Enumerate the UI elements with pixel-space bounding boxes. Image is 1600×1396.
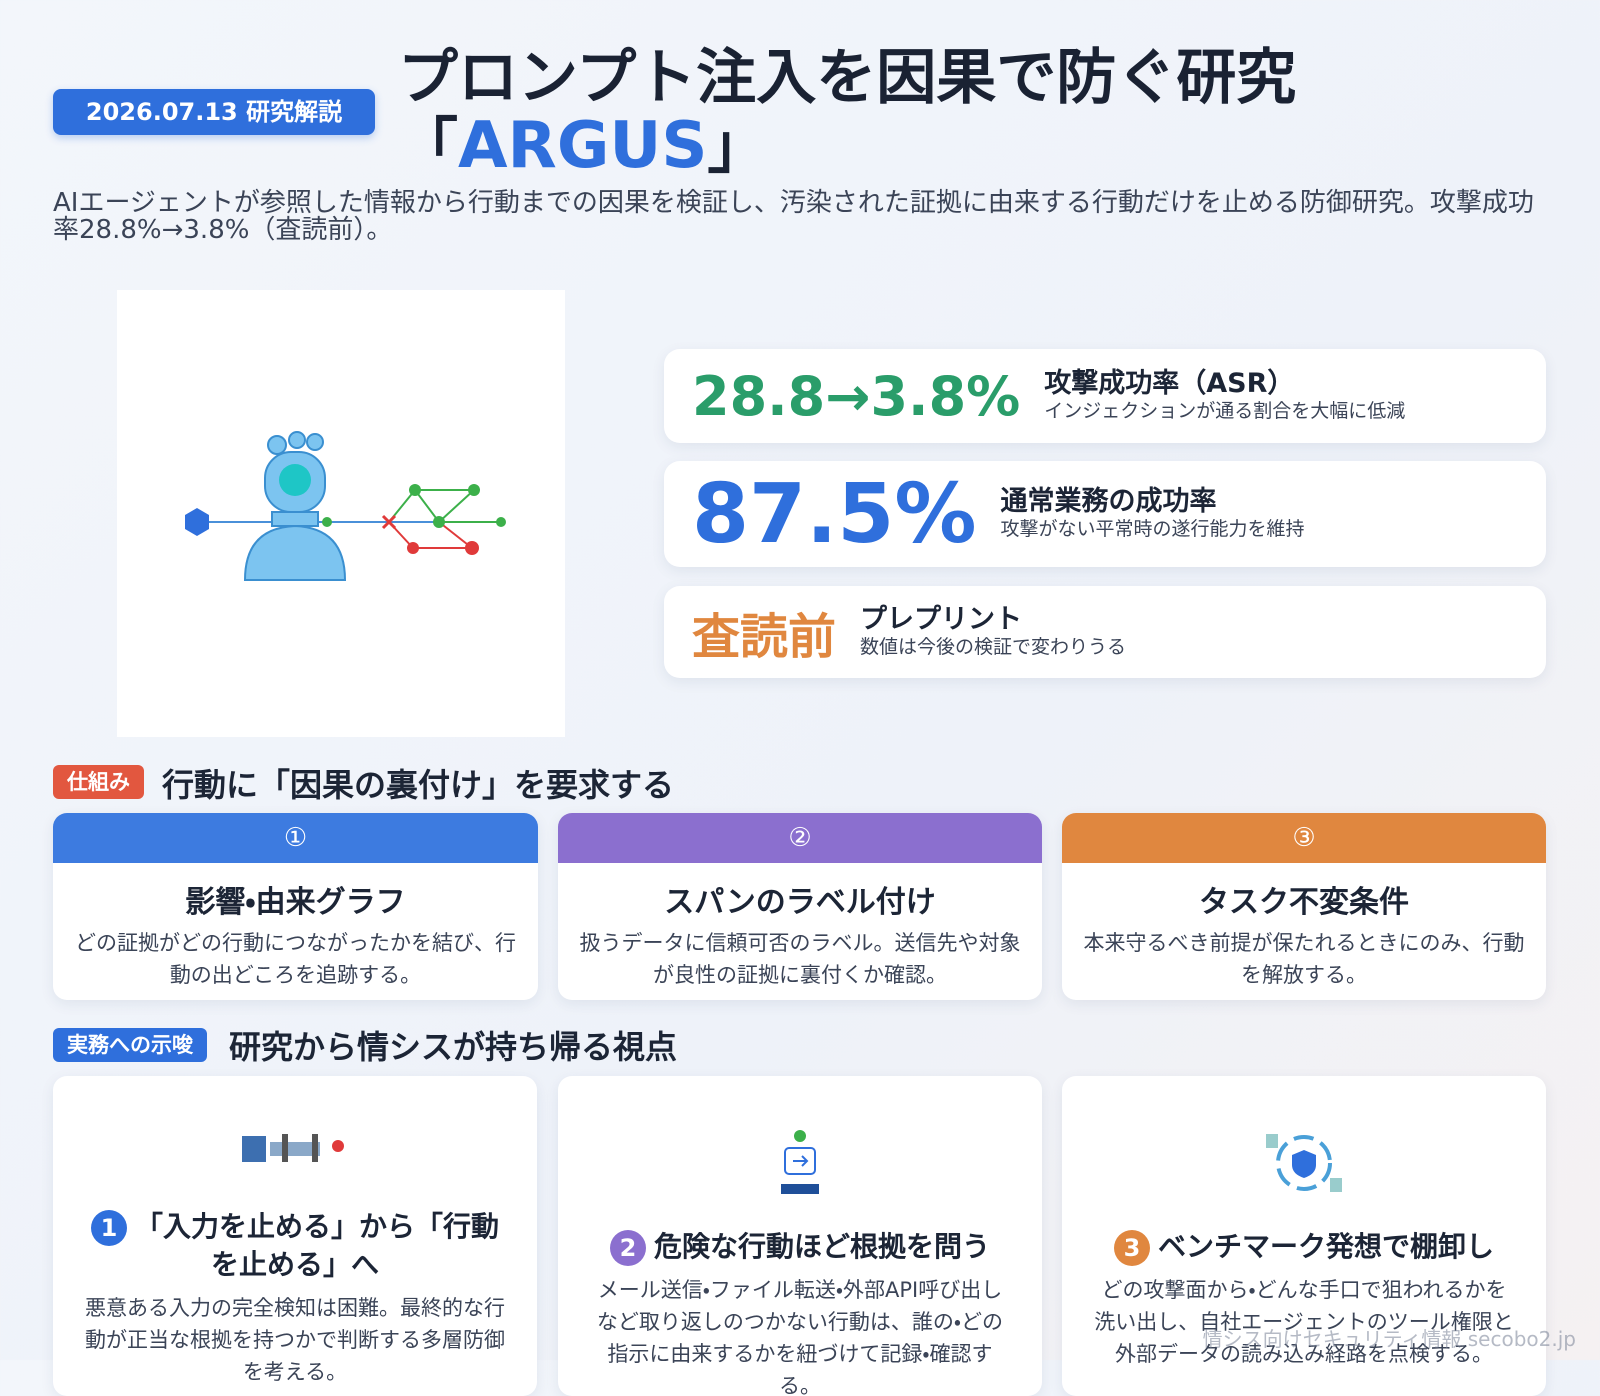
stat-sub: 攻撃がない平常時の遂行能力を維持 (1000, 518, 1305, 540)
card-number: ① (53, 813, 538, 863)
illustration (117, 290, 565, 737)
stat-card: 87.5% 通常業務の成功率 攻撃がない平常時の遂行能力を維持 (664, 461, 1546, 567)
watermark: 情シス向けセキュリティ情報 secobo2.jp (1202, 1327, 1576, 1351)
card-number: ③ (1062, 813, 1546, 863)
card-title-text: 危険な行動ほど根拠を問う (653, 1230, 990, 1263)
stat-label: 通常業務の成功率 (1000, 486, 1217, 517)
lead-text: AIエージェントが参照した情報から行動までの因果を検証し、汚染された証拠に由来す… (53, 188, 1534, 245)
card-title: スパンのラベル付け (664, 885, 936, 920)
card-number: 3 (1113, 1230, 1150, 1266)
section-tag: 実務への示唆 (53, 1028, 207, 1062)
stat-card: 査読前 プレプリント 数値は今後の検証で変わりうる (664, 586, 1546, 678)
bracket: 」 (707, 112, 768, 182)
section-tag: 仕組み (53, 765, 144, 799)
card-text: 本来守るべき前提が保たれるときにのみ、行動を解放する。 (1083, 931, 1525, 987)
bracket: 「 (398, 112, 458, 182)
title-line: プロンプト注入を因果で防ぐ研究 (398, 43, 1297, 113)
stat-sub: 数値は今後の検証で変わりうる (860, 636, 1127, 658)
card-title-text: 「入力を止める」から「行動を止める」へ (134, 1210, 499, 1281)
card-title: 影響・由来グラフ (185, 885, 406, 920)
section-heading: 研究から情シスが持ち帰る視点 (229, 1028, 678, 1066)
card-text: どの攻撃面から・どんな手口で狙われるかを洗い出し、自社エージェントのツール権限と… (1094, 1278, 1514, 1366)
stat-value: 87.5% (692, 466, 977, 562)
illustration-graphic (185, 431, 506, 581)
card-title-text: ベンチマーク発想で棚卸し (1157, 1230, 1494, 1263)
card-text: どの証拠がどの行動につながったかを結び、行動の出どころを追跡する。 (75, 931, 516, 987)
card-text: 悪意ある入力の完全検知は困難。最終的な行動が正当な根拠を持つかで判断する多層防御… (85, 1296, 505, 1384)
mechanism-card: ① 影響・由来グラフ どの証拠がどの行動につながったかを結び、行動の出どころを追… (53, 813, 538, 1000)
implication-card: 2 危険な行動ほど根拠を問う メール送信・ファイル転送・外部API呼び出しなど取り… (558, 1076, 1042, 1396)
card-icon (242, 1134, 344, 1162)
card-icon (781, 1130, 819, 1194)
stat-label: プレプリント (860, 604, 1023, 635)
card-icon (1266, 1134, 1342, 1192)
stat-card: 28.8→3.8% 攻撃成功率（ASR） インジェクションが通る割合を大幅に低減 (664, 349, 1546, 443)
card-title: 2 危険な行動ほど根拠を問う (558, 1228, 1042, 1266)
card-number: 2 (609, 1230, 646, 1266)
card-title: 1 「入力を止める」から「行動を止める」へ (53, 1208, 537, 1284)
card-text: 扱うデータに信頼可否のラベル。送信先や対象が良性の証拠に裏付くか確認。 (579, 931, 1021, 987)
card-number: 1 (90, 1210, 127, 1246)
page-title: プロンプト注入を因果で防ぐ研究 「ARGUS」 (398, 44, 1296, 181)
stat-sub: インジェクションが通る割合を大幅に低減 (1044, 400, 1406, 422)
card-number: ② (558, 813, 1042, 863)
stat-value: 28.8→3.8% (692, 364, 1021, 428)
mechanism-card: ③ タスク不変条件 本来守るべき前提が保たれるときにのみ、行動を解放する。 (1062, 813, 1546, 1000)
date-badge: 2026.07.13 研究解説 (53, 89, 375, 135)
title-highlight: ARGUS (458, 109, 708, 183)
card-title: 3 ベンチマーク発想で棚卸し (1062, 1228, 1546, 1266)
mechanism-card: ② スパンのラベル付け 扱うデータに信頼可否のラベル。送信先や対象が良性の証拠に… (558, 813, 1042, 1000)
card-title: タスク不変条件 (1199, 885, 1409, 920)
implication-card: 3 ベンチマーク発想で棚卸し どの攻撃面から・どんな手口で狙われるかを洗い出し、自… (1062, 1076, 1546, 1396)
section-heading: 行動に「因果の裏付け」を要求する (162, 766, 675, 804)
implication-card: 1 「入力を止める」から「行動を止める」へ 悪意ある入力の完全検知は困難。最終的な… (53, 1076, 537, 1396)
card-text: メール送信・ファイル転送・外部API呼び出しなど取り返しのつかない行動は、誰の・… (596, 1278, 1004, 1396)
stat-label: 攻撃成功率（ASR） (1044, 368, 1295, 399)
stat-value: 査読前 (692, 609, 837, 665)
